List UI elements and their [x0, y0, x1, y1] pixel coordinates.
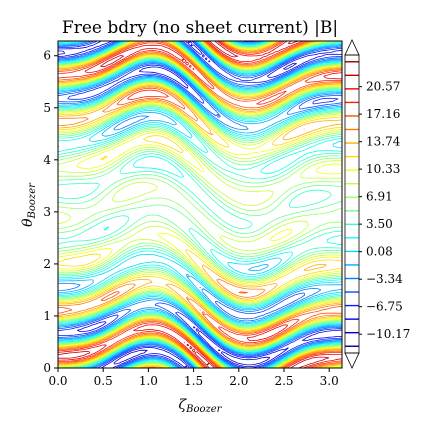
colorbar-frame [345, 55, 359, 353]
x-tick-label: 0.0 [48, 374, 67, 388]
x-axis-ticks: 0.0 0.5 1.0 1.5 2.0 2.5 3.0 [48, 368, 338, 388]
y-tick-label: 0 [43, 361, 51, 375]
chart-title: Free bdry (no sheet current) |B| [62, 18, 338, 38]
colorbar-ticks: 20.57 17.16 13.74 10.33 6.91 3.50 0.08 −3.34 −6.… [359, 80, 410, 342]
colorbar-tick-label: 3.50 [366, 217, 393, 231]
x-tick-label: 1.0 [139, 374, 158, 388]
colorbar: 20.57 17.16 13.74 10.33 6.91 3.50 0.08 −3.34 −6.… [345, 40, 410, 368]
colorbar-tick-label: 10.33 [366, 162, 400, 176]
y-tick-label: 4 [43, 153, 51, 167]
x-tick-label: 2.0 [229, 374, 248, 388]
y-tick-label: 2 [43, 257, 51, 271]
x-tick-label: 0.5 [94, 374, 113, 388]
x-tick-label: 2.5 [274, 374, 293, 388]
y-tick-label: 6 [43, 49, 51, 63]
y-tick-label: 3 [43, 205, 51, 219]
colorbar-extend-top [345, 40, 359, 55]
colorbar-extend-bottom [345, 353, 359, 368]
colorbar-tick-label: 0.08 [366, 245, 393, 259]
plot-area [58, 41, 342, 368]
y-tick-label: 5 [43, 101, 51, 115]
colorbar-tick-label: −3.34 [366, 272, 403, 286]
colorbar-tick-label: 6.91 [366, 190, 393, 204]
x-tick-label: 3.0 [320, 374, 339, 388]
colorbar-tick-label: 17.16 [366, 107, 400, 121]
x-axis-label: ζBoozer [179, 397, 223, 415]
y-axis-label: θBoozer [20, 182, 38, 227]
colorbar-tick-label: 13.74 [366, 135, 401, 149]
colorbar-tick-label: 20.57 [366, 80, 400, 94]
colorbar-tick-label: −10.17 [366, 327, 410, 341]
colorbar-levels [345, 62, 359, 346]
colorbar-tick-label: −6.75 [366, 300, 403, 314]
x-tick-label: 1.5 [184, 374, 203, 388]
y-tick-label: 1 [43, 309, 51, 323]
y-axis-ticks: 0 1 2 3 4 5 6 [43, 49, 58, 375]
